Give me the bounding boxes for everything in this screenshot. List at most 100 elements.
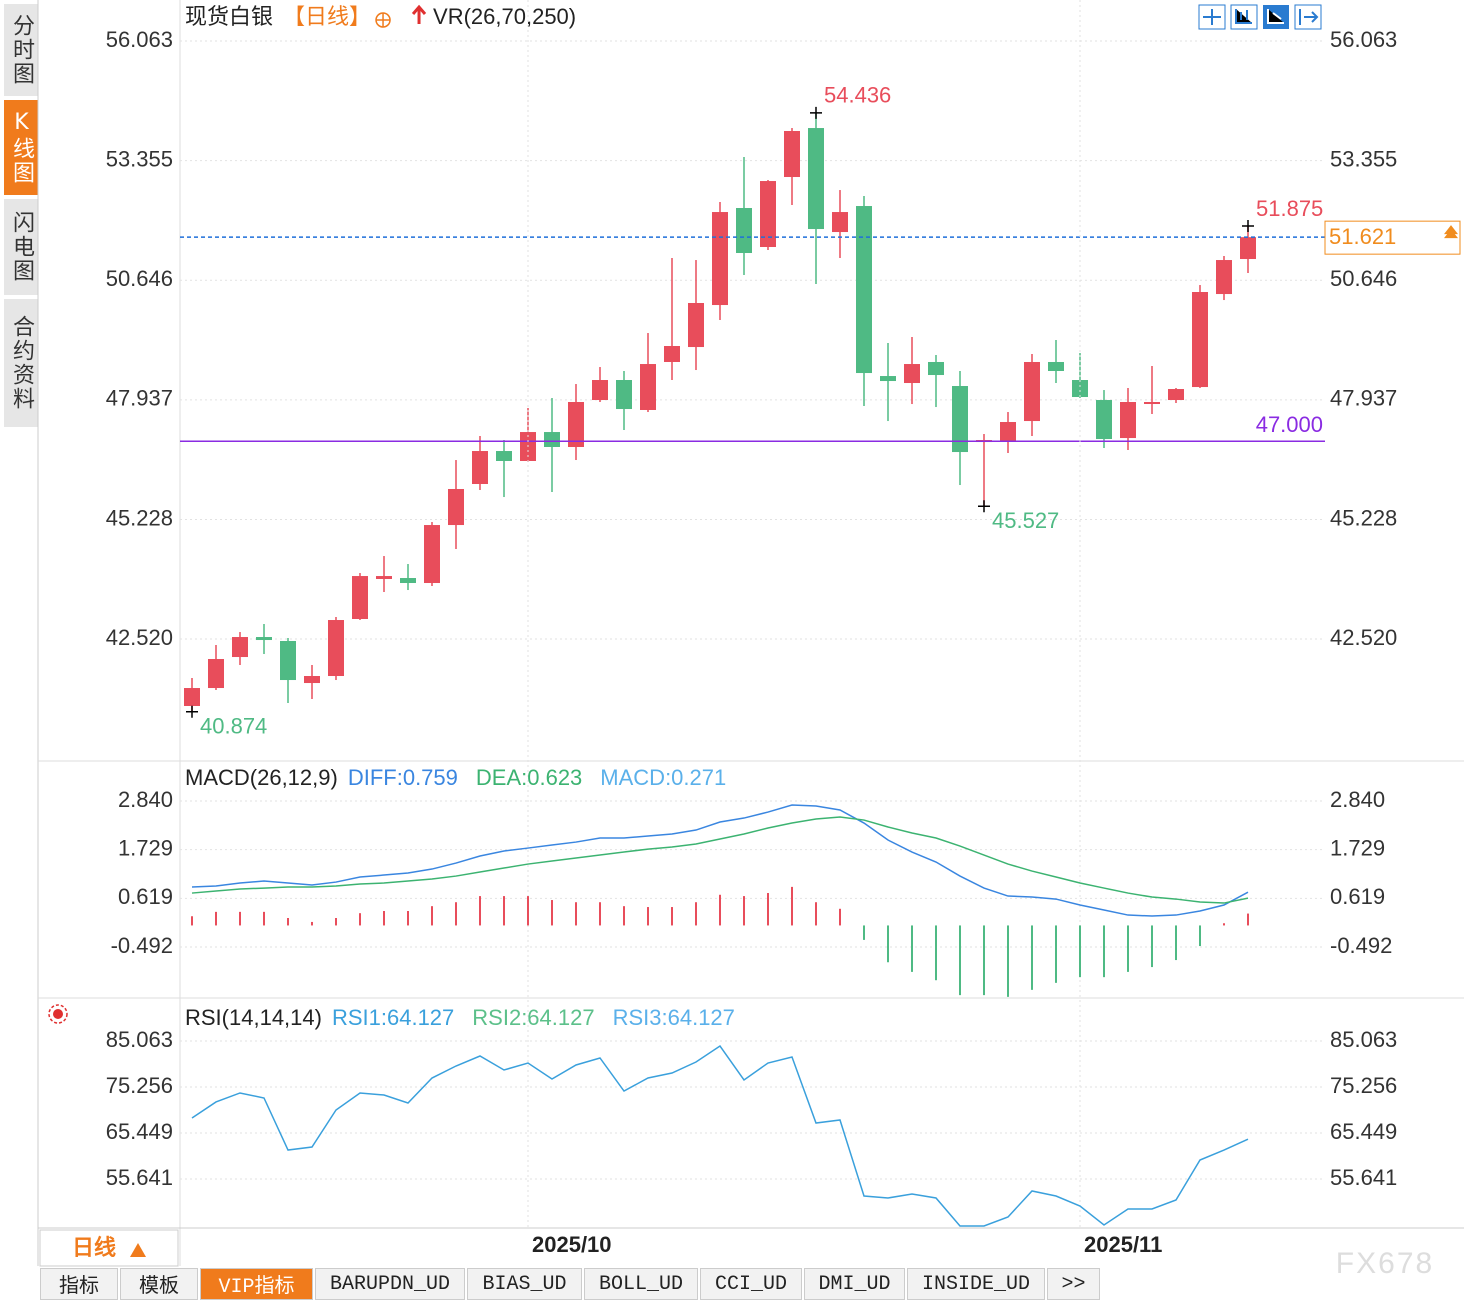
- macd-line: [191, 804, 1249, 917]
- extreme-label: 40.874: [200, 714, 267, 739]
- legend-entry: DEA:0.623: [476, 765, 582, 790]
- toolbar-tab[interactable]: DMI_UD: [804, 1268, 905, 1300]
- candle-body: [928, 361, 944, 376]
- y-tick-label-right: 0.619: [1330, 884, 1385, 909]
- period-tag: 【日线】: [283, 4, 371, 29]
- toolbar-tab[interactable]: BOLL_UD: [584, 1268, 698, 1300]
- y-tick-label-right: 55.641: [1330, 1165, 1397, 1190]
- candle-body: [208, 659, 224, 689]
- candle-body: [1240, 237, 1256, 260]
- extreme-marker: [1242, 219, 1254, 232]
- y-tick-label-right: 2.840: [1330, 787, 1385, 812]
- candle-body: [760, 181, 776, 248]
- toolbar-tab[interactable]: >>: [1047, 1268, 1100, 1300]
- candle-body: [472, 451, 488, 485]
- toolbar-icons[interactable]: [1198, 4, 1322, 30]
- candle-body: [640, 364, 656, 410]
- y-tick-label: 42.520: [106, 625, 173, 650]
- candle-body: [1072, 380, 1088, 398]
- indicator-arrow: [411, 4, 427, 24]
- y-tick-label-right: 1.729: [1330, 835, 1385, 860]
- candle-body: [688, 302, 704, 348]
- icon-dot: [53, 1009, 63, 1019]
- settings-icon-cross: [376, 13, 391, 27]
- toolbar-tab[interactable]: BIAS_UD: [467, 1268, 582, 1300]
- extreme-marker: [186, 705, 198, 718]
- extreme-marker: [978, 500, 990, 513]
- toolbar-tab[interactable]: BARUPDN_UD: [315, 1268, 465, 1300]
- candle-body: [568, 402, 584, 447]
- candle-body: [1096, 400, 1112, 440]
- candle-body: [232, 637, 248, 658]
- candle-body: [952, 386, 968, 453]
- extreme-marker: [810, 106, 822, 119]
- extreme-label: 51.875: [1256, 196, 1323, 221]
- y-tick-label-right: 47.937: [1330, 386, 1397, 411]
- price-box: [1324, 220, 1461, 255]
- candle-body: [1168, 389, 1184, 401]
- candle-body: [424, 525, 440, 584]
- y-tick-label-right: 85.063: [1330, 1027, 1397, 1052]
- legend-entry: RSI1:64.127: [332, 1005, 454, 1030]
- candle-body: [592, 380, 608, 401]
- support-label: 47.000: [1256, 412, 1323, 437]
- candle-body: [1192, 292, 1208, 388]
- toolbar-tab[interactable]: VIP指标: [200, 1268, 313, 1300]
- icon-glyph: [1267, 9, 1284, 24]
- panel-title: MACD(26,12,9): [185, 765, 338, 790]
- candle-body: [736, 208, 752, 254]
- period-arrow: [130, 1243, 146, 1257]
- panel-title: 现货白银: [185, 4, 273, 29]
- icon-ring: [48, 1004, 68, 1024]
- candle-body: [856, 206, 872, 374]
- toolbar-tab[interactable]: INSIDE_UD: [907, 1268, 1045, 1300]
- sidebar-tab[interactable]: 分时图: [4, 4, 38, 96]
- y-tick-label: 56.063: [106, 27, 173, 52]
- indicator-label: VR(26,70,250): [433, 4, 576, 29]
- candle-body: [328, 620, 344, 677]
- candle-body: [664, 346, 680, 362]
- legend-entry: RSI2:64.127: [472, 1005, 594, 1030]
- y-tick-label: -0.492: [111, 933, 173, 958]
- y-tick-label-right: 42.520: [1330, 625, 1397, 650]
- y-tick-label: 50.646: [106, 266, 173, 291]
- icon-glyph: [1299, 9, 1319, 25]
- y-tick-label: 85.063: [106, 1027, 173, 1052]
- extreme-label: 45.527: [992, 508, 1059, 533]
- candle-body: [1000, 422, 1016, 441]
- legend-entry: MACD:0.271: [600, 765, 726, 790]
- price-label: 51.621: [1329, 224, 1396, 249]
- toolbar-tab[interactable]: CCI_UD: [700, 1268, 802, 1300]
- candle-body: [616, 380, 632, 410]
- watermark: FX678: [1336, 1247, 1434, 1280]
- candle-body: [1144, 402, 1160, 405]
- y-tick-label: 45.228: [106, 505, 173, 530]
- y-tick-label-right: 56.063: [1330, 27, 1397, 52]
- legend-entry: RSI3:64.127: [613, 1005, 735, 1030]
- candle-body: [280, 640, 296, 681]
- icon-glyph: [1235, 9, 1252, 24]
- candle-body: [904, 364, 920, 384]
- sidebar-tab[interactable]: 合约资料: [4, 299, 38, 427]
- y-tick-label: 55.641: [106, 1165, 173, 1190]
- sidebar-tab[interactable]: 闪电图: [4, 199, 38, 295]
- sidebar-tab[interactable]: K线图: [4, 100, 38, 195]
- extreme-label: 54.436: [824, 83, 891, 108]
- y-tick-label: 75.256: [106, 1073, 173, 1098]
- y-tick-label-right: 75.256: [1330, 1073, 1397, 1098]
- x-tick-label: 2025/10: [532, 1232, 612, 1257]
- candle-body: [376, 576, 392, 579]
- toolbar-tab[interactable]: 指标: [40, 1268, 118, 1300]
- toolbar-tab[interactable]: 模板: [120, 1268, 198, 1300]
- macd-line: [191, 816, 1249, 904]
- y-tick-label: 0.619: [118, 884, 173, 909]
- icon-glyph: [1203, 9, 1221, 25]
- price-arrow: [1444, 225, 1458, 239]
- period-button[interactable]: [39, 1229, 179, 1267]
- panel-title: RSI(14,14,14): [185, 1005, 322, 1030]
- y-tick-label: 2.840: [118, 787, 173, 812]
- candle-body: [352, 576, 368, 619]
- candle-body: [448, 488, 464, 526]
- y-tick-label-right: 53.355: [1330, 146, 1397, 171]
